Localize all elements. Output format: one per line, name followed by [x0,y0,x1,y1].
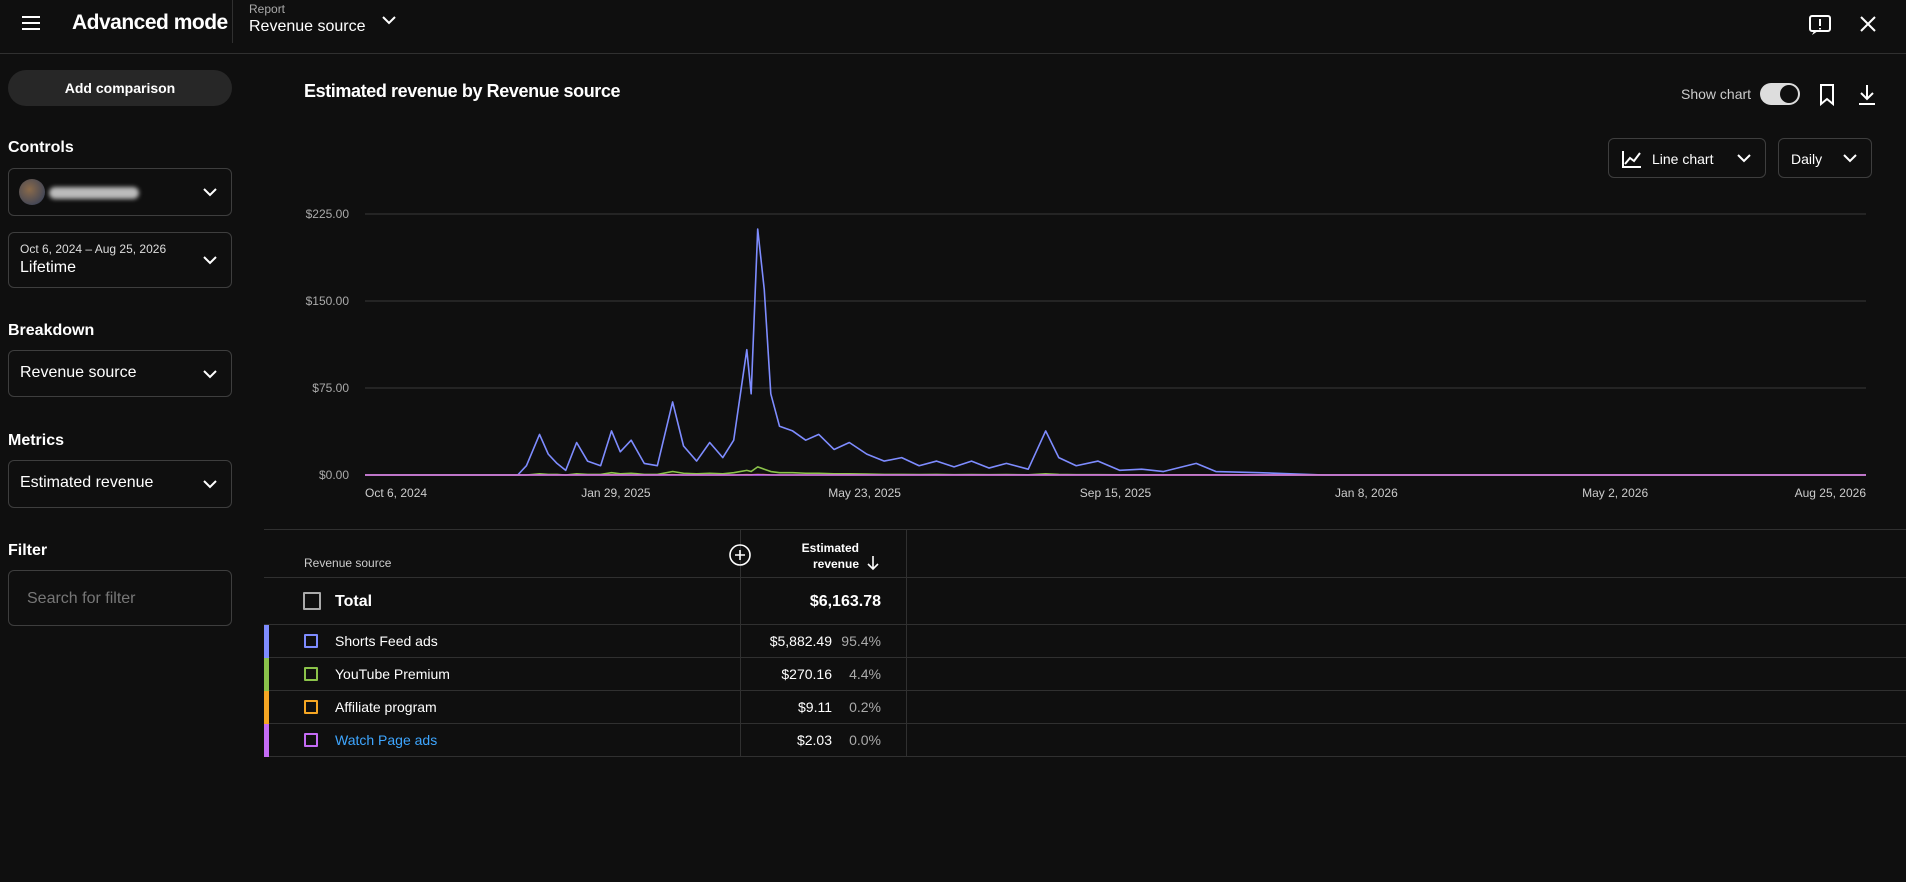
download-button[interactable] [1856,83,1878,107]
metric-select[interactable]: Estimated revenue [8,460,232,508]
interval-value: Daily [1791,151,1823,167]
table-border [264,690,1906,691]
row-share: 4.4% [849,666,881,682]
x-tick-label: Aug 25, 2026 [1795,486,1867,500]
divider [232,0,233,43]
checkbox[interactable] [304,667,318,681]
controls-label: Controls [8,139,74,156]
metric-header[interactable]: Estimated revenue [801,541,859,571]
filter-placeholder: Search for filter [27,590,136,607]
checkbox[interactable] [304,733,318,747]
row-share: 0.2% [849,699,881,715]
date-preset: Lifetime [20,259,77,276]
table-border [264,723,1906,724]
chart-type-select[interactable]: Line chart [1608,138,1766,178]
metric-value: Estimated revenue [20,474,154,491]
y-tick-label: $150.00 [306,294,350,308]
chevron [1843,154,1857,163]
total-value: $6,163.78 [809,593,881,610]
report-select[interactable]: Revenue source [249,18,366,35]
column-divider [740,529,741,756]
total-label: Total [335,593,373,610]
series-color-bar [264,625,269,658]
row-share: 0.0% [849,732,881,748]
table-row: YouTube Premium $270.16 4.4% [264,658,1906,691]
top-bar: Advanced mode Report Revenue source [0,0,1906,54]
chart-type-value: Line chart [1652,151,1714,167]
date-range: Oct 6, 2024 – Aug 25, 2026 [20,242,167,256]
chevron [203,188,217,197]
chevron [1737,154,1751,163]
row-name: Shorts Feed ads [335,633,438,649]
chevron [203,480,217,489]
save-report-button[interactable] [1817,83,1837,107]
row-value: $270.16 [781,666,832,682]
x-tick-label: Sep 15, 2025 [1080,486,1152,500]
chevron [203,256,217,265]
series-color-bar [264,658,269,691]
table-row: Shorts Feed ads $5,882.49 95.4% [264,625,1906,658]
dimension-header: Revenue source [304,556,392,570]
series-color-bar [264,724,269,757]
x-tick-label: Jan 29, 2025 [581,486,651,500]
row-value: $9.11 [798,699,832,715]
feedback-button[interactable] [1808,13,1832,37]
table-border [264,624,1906,625]
sort-arrow[interactable] [866,555,880,571]
checkbox[interactable] [304,634,318,648]
app-title: Advanced mode [72,11,228,34]
breakdown-select[interactable]: Revenue source [8,350,232,397]
add-metric-button[interactable] [728,543,752,567]
line-chart-icon [1622,151,1641,168]
breakdown-label: Breakdown [8,322,95,339]
channel-avatar [19,179,45,205]
checkbox[interactable] [304,700,318,714]
interval-select[interactable]: Daily [1778,138,1872,178]
row-value: $2.03 [796,732,832,748]
menu-button[interactable] [20,12,42,34]
chevron [203,369,217,378]
row-name: Affiliate program [335,699,437,715]
series-color-bar [264,691,269,724]
table-border [264,577,1906,578]
add-comparison-button[interactable]: Add comparison [8,70,232,106]
column-divider [906,529,907,756]
x-tick-label: May 23, 2025 [828,486,901,500]
row-value: $5,882.49 [769,633,832,649]
breakdown-value: Revenue source [20,364,137,381]
report-label: Report [249,2,286,16]
total-row: Total $6,163.78 [264,578,1906,624]
table-border [264,657,1906,658]
table-row: Affiliate program $9.11 0.2% [264,691,1906,724]
filter-label: Filter [8,542,48,559]
channel-select[interactable] [8,168,232,216]
row-name: YouTube Premium [335,666,450,682]
x-tick-label: Oct 6, 2024 [365,486,427,500]
row-name[interactable]: Watch Page ads [335,732,438,748]
y-tick-label: $0.00 [319,468,349,482]
y-tick-label: $75.00 [312,381,349,395]
metrics-label: Metrics [8,432,65,449]
show-chart-label: Show chart [1681,86,1752,102]
close-button[interactable] [1858,14,1878,34]
x-tick-label: Jan 8, 2026 [1335,486,1398,500]
table-border [264,756,1906,757]
show-chart-toggle[interactable] [1760,83,1800,105]
line-chart: $0.00 $75.00 $150.00 $225.00 Oct 6, 2024 Jan … [306,207,1867,500]
table-border [264,529,1906,530]
checkbox[interactable] [303,592,321,610]
table-row: Watch Page ads $2.03 0.0% [264,724,1906,757]
y-tick-label: $225.00 [306,207,350,221]
report-chevron[interactable] [382,15,396,25]
row-share: 95.4% [841,633,881,649]
chart-title: Estimated revenue by Revenue source [304,81,621,101]
x-tick-label: May 2, 2026 [1582,486,1648,500]
series-line [365,228,1866,476]
filter-input[interactable]: Search for filter [8,570,232,626]
date-select[interactable]: Oct 6, 2024 – Aug 25, 2026 Lifetime [8,232,232,288]
channel-name-redacted [49,187,139,199]
